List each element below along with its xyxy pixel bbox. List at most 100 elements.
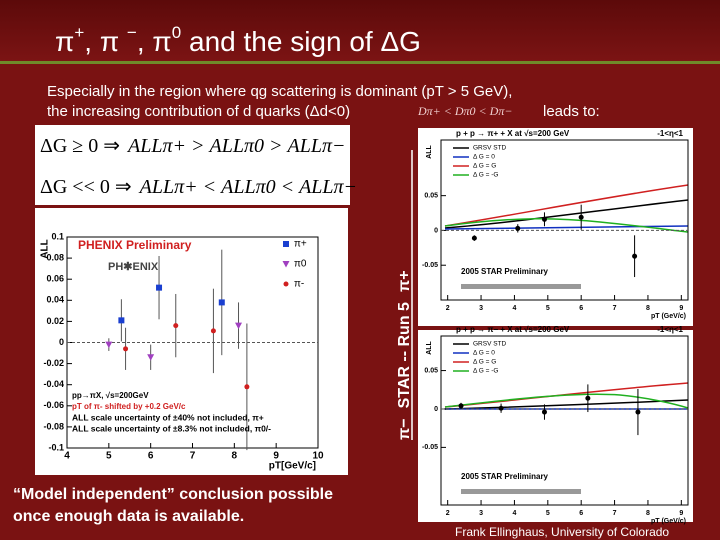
curve bbox=[444, 393, 689, 409]
y-tick-label: -0.08 bbox=[43, 421, 64, 431]
point bbox=[105, 341, 113, 349]
title-part: and the sign of ΔG bbox=[181, 26, 421, 57]
plot-note: ALL scale uncertainty of ±8.3% not inclu… bbox=[72, 423, 271, 433]
legend-label: GRSV STD bbox=[473, 145, 507, 152]
plot-frame bbox=[440, 139, 689, 301]
x-tick-label: 7 bbox=[190, 451, 196, 462]
y-tick-label: -0.1 bbox=[48, 442, 64, 452]
x-tick-label: 8 bbox=[232, 451, 238, 462]
curve bbox=[444, 199, 689, 229]
point bbox=[578, 214, 584, 220]
conclusion: “Model independent” conclusion possible bbox=[13, 486, 333, 503]
point bbox=[218, 299, 225, 306]
intro-line: the increasing contribution of d quarks … bbox=[47, 103, 350, 120]
footer: Frank Ellinghaus, University of Colorado bbox=[455, 525, 669, 539]
equation-lhs: ΔG << 0 ⇒ bbox=[40, 176, 132, 198]
systematic-band bbox=[461, 284, 581, 289]
plot-note: ALL scale uncertainty of ±40% not includ… bbox=[72, 412, 264, 422]
legend-label: Δ G = G bbox=[473, 359, 496, 366]
point bbox=[541, 216, 547, 222]
legend-marker bbox=[282, 261, 290, 268]
x-tick-label: 10 bbox=[312, 451, 324, 462]
eta-label: -1<η<1 bbox=[657, 129, 683, 138]
x-tick-label: 2 bbox=[446, 305, 450, 312]
x-tick-label: 3 bbox=[479, 305, 483, 312]
point bbox=[632, 253, 638, 259]
equation: ΔG << 0 ⇒ ALLπ+ < ALLπ0 < ALLπ− bbox=[40, 176, 357, 198]
y-tick-label: -0.06 bbox=[43, 400, 64, 410]
point bbox=[585, 395, 591, 401]
title-part: , π bbox=[137, 26, 172, 57]
x-label: pT (GeV/c) bbox=[651, 313, 686, 320]
equation: ΔG ≥ 0 ⇒ ALLπ+ > ALLπ0 > ALLπ− bbox=[40, 135, 345, 157]
legend-label: Δ G = G bbox=[473, 163, 496, 170]
y-tick-label: 0.05 bbox=[424, 367, 438, 374]
legend-label: π- bbox=[294, 279, 304, 290]
conclusion: once enough data is available. bbox=[13, 508, 244, 525]
legend-label: π0 bbox=[294, 259, 307, 270]
title-rule bbox=[0, 61, 720, 64]
point bbox=[235, 322, 243, 330]
plot-frame bbox=[440, 335, 689, 506]
x-tick-label: 8 bbox=[646, 510, 650, 517]
point bbox=[173, 323, 179, 329]
point bbox=[458, 403, 464, 409]
x-tick-label: 9 bbox=[679, 510, 683, 517]
intro-line: leads to: bbox=[543, 103, 600, 120]
title-sup: 0 bbox=[172, 23, 181, 42]
side-label-part: π+ bbox=[396, 270, 413, 292]
x-tick-label: 5 bbox=[546, 510, 550, 517]
y-tick-label: 0 bbox=[59, 337, 64, 347]
legend-label: GRSV STD bbox=[473, 341, 507, 348]
title-part: , π bbox=[84, 26, 127, 57]
stamp: 2005 STAR Preliminary bbox=[461, 267, 549, 276]
legend-label: Δ G = 0 bbox=[473, 154, 495, 161]
point bbox=[156, 284, 163, 291]
curve bbox=[444, 217, 689, 233]
curve bbox=[444, 184, 689, 227]
x-tick-label: 4 bbox=[64, 451, 70, 462]
phenix-image bbox=[35, 208, 348, 475]
point bbox=[118, 317, 125, 324]
plot-title: p + p → π+ + X at √s=200 GeV bbox=[456, 129, 570, 138]
title-sup: − bbox=[127, 23, 137, 42]
legend-label: Δ G = -G bbox=[473, 172, 498, 179]
y-label: ALL bbox=[40, 239, 51, 258]
y-tick-label: 0.1 bbox=[51, 231, 64, 241]
legend-label: Δ G = -G bbox=[473, 368, 498, 375]
x-tick-label: 4 bbox=[512, 510, 516, 517]
point bbox=[498, 405, 504, 411]
y-tick-label: -0.05 bbox=[422, 262, 438, 269]
x-tick-label: 7 bbox=[613, 305, 617, 312]
y-tick-label: 0.04 bbox=[46, 295, 64, 305]
systematic-band bbox=[461, 489, 581, 494]
x-tick-label: 8 bbox=[646, 305, 650, 312]
title-sup: + bbox=[74, 23, 84, 42]
x-tick-label: 3 bbox=[479, 510, 483, 517]
equation-box bbox=[35, 125, 350, 205]
y-tick-label: 0 bbox=[434, 406, 438, 413]
plot-note: pT of π- shifted by +0.2 GeV/c bbox=[72, 402, 186, 411]
side-label: π− STAR -- Run 5 π+ bbox=[396, 270, 413, 440]
point bbox=[471, 235, 477, 241]
equation-rhs: ALLπ+ < ALLπ0 < ALLπ− bbox=[138, 176, 357, 198]
point bbox=[147, 354, 155, 361]
point bbox=[541, 409, 547, 415]
x-label: pT[GeV/c] bbox=[269, 461, 316, 472]
y-tick-label: 0.06 bbox=[46, 274, 64, 284]
legend-label: Δ G = 0 bbox=[473, 350, 495, 357]
logo: PH✱ENIX bbox=[108, 261, 159, 273]
point bbox=[123, 346, 129, 352]
fragmentation: Dπ+ < Dπ0 < Dπ− bbox=[417, 104, 512, 118]
equation-rhs: ALLπ+ > ALLπ0 > ALLπ− bbox=[126, 135, 345, 157]
equation-lhs: ΔG ≥ 0 ⇒ bbox=[40, 135, 120, 157]
point bbox=[244, 384, 250, 390]
y-tick-label: 0 bbox=[434, 227, 438, 234]
y-tick-label: 0.08 bbox=[46, 252, 64, 262]
title-part: π bbox=[55, 26, 74, 57]
y-tick-label: -0.04 bbox=[43, 379, 64, 389]
x-tick-label: 5 bbox=[546, 305, 550, 312]
x-tick-label: 5 bbox=[106, 451, 112, 462]
y-tick-label: 0.02 bbox=[46, 316, 64, 326]
